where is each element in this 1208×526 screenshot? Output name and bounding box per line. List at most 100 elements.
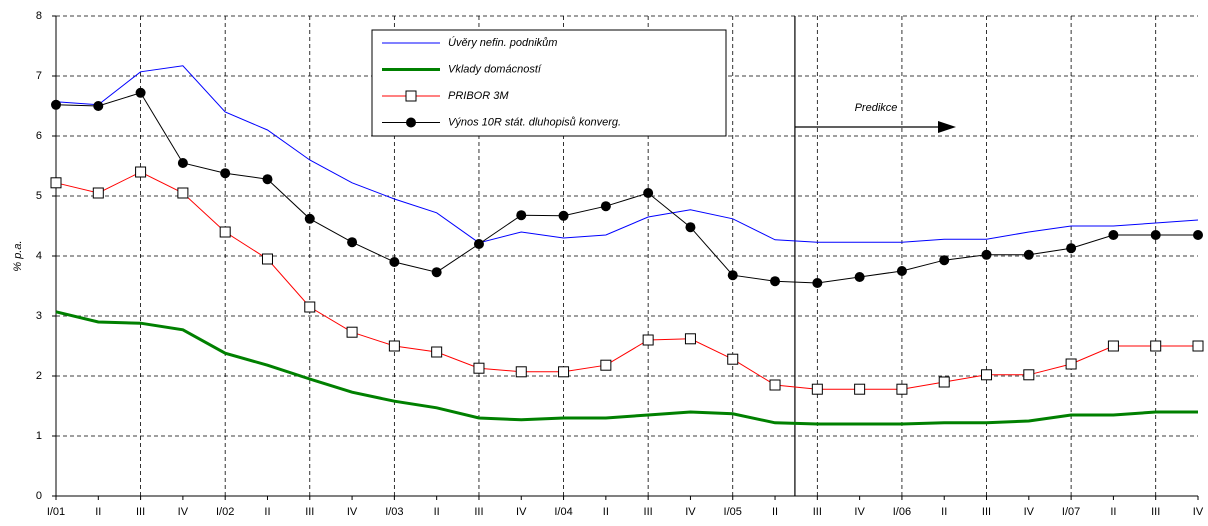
point-marker xyxy=(51,99,61,110)
legend-label: PRIBOR 3M xyxy=(448,90,509,102)
x-tick-label: I/02 xyxy=(216,506,234,518)
point-marker xyxy=(1107,340,1119,352)
x-tick-label: II xyxy=(434,506,440,518)
point-marker xyxy=(347,237,358,248)
x-tick-label: IV xyxy=(347,506,358,518)
x-tick-label: II xyxy=(264,506,270,518)
x-tick-label: IV xyxy=(1024,506,1035,518)
x-tick-label: III xyxy=(1151,506,1160,518)
point-marker xyxy=(219,226,231,238)
point-marker xyxy=(939,255,950,266)
y-tick-label: 2 xyxy=(36,370,42,382)
x-tick-label: II xyxy=(1110,506,1116,518)
y-tick-label: 4 xyxy=(36,250,42,262)
x-tick-label: II xyxy=(95,506,101,518)
y-tick-label: 5 xyxy=(36,190,42,202)
point-marker xyxy=(220,168,231,179)
point-marker xyxy=(1150,340,1162,352)
legend-label: Výnos 10R stát. dluhopisů konverg. xyxy=(448,116,621,128)
point-marker xyxy=(727,353,739,365)
point-marker xyxy=(896,266,907,276)
point-marker xyxy=(558,210,569,221)
point-marker xyxy=(854,383,866,395)
x-tick-label: IV xyxy=(685,506,696,518)
point-marker xyxy=(1065,358,1077,370)
point-marker xyxy=(854,272,865,282)
point-marker xyxy=(727,270,738,281)
y-axis-label: % p.a. xyxy=(12,240,24,271)
point-marker xyxy=(558,366,570,378)
point-marker xyxy=(388,340,400,352)
point-marker xyxy=(262,174,273,185)
point-marker xyxy=(389,257,400,267)
point-marker xyxy=(304,213,315,224)
point-marker xyxy=(600,359,612,371)
x-tick-label: I/03 xyxy=(385,506,403,518)
x-tick-label: II xyxy=(772,506,778,518)
point-marker xyxy=(770,276,781,287)
point-marker xyxy=(1108,230,1119,240)
x-tick-label: III xyxy=(644,506,653,518)
point-marker xyxy=(981,369,993,381)
x-tick-label: I/05 xyxy=(724,506,742,518)
x-tick-label: IV xyxy=(178,506,189,518)
point-marker xyxy=(177,158,188,168)
point-marker xyxy=(811,383,823,395)
annotation: Predikce xyxy=(855,102,898,114)
point-marker xyxy=(685,222,696,233)
point-marker xyxy=(50,177,62,189)
point-marker xyxy=(1193,230,1203,240)
legend-label: Vklady domácností xyxy=(448,63,542,75)
point-marker xyxy=(515,366,527,378)
point-marker xyxy=(473,239,484,249)
series-line xyxy=(55,171,1198,390)
point-marker xyxy=(600,201,611,212)
point-marker xyxy=(1066,243,1077,254)
x-tick-label: III xyxy=(474,506,483,518)
x-tick-label: III xyxy=(982,506,991,518)
x-tick-label: IV xyxy=(854,506,865,518)
x-tick-label: III xyxy=(813,506,822,518)
point-marker xyxy=(981,249,992,260)
x-tick-label: II xyxy=(603,506,609,518)
x-tick-label: I/06 xyxy=(893,506,911,518)
point-marker xyxy=(406,117,416,128)
point-marker xyxy=(177,187,189,199)
point-marker xyxy=(473,362,485,374)
series-line xyxy=(55,310,1198,426)
y-tick-label: 8 xyxy=(36,10,42,22)
point-marker xyxy=(261,253,273,265)
point-marker xyxy=(642,334,654,346)
point-marker xyxy=(769,379,781,391)
annotation-arrowhead xyxy=(938,121,956,133)
point-marker xyxy=(896,383,908,395)
point-marker xyxy=(431,346,443,358)
point-marker xyxy=(304,301,316,313)
x-tick-label: III xyxy=(136,506,145,518)
x-tick-label: IV xyxy=(1193,506,1204,518)
point-marker xyxy=(1192,340,1204,352)
point-marker xyxy=(431,267,442,278)
point-marker xyxy=(812,278,823,288)
series-line xyxy=(55,65,1199,244)
point-marker xyxy=(93,101,104,111)
point-marker xyxy=(135,166,147,178)
y-tick-label: 7 xyxy=(36,70,42,82)
legend-label: Úvěry nefin. podnikům xyxy=(448,36,557,49)
point-marker xyxy=(1023,369,1035,381)
x-tick-label: I/07 xyxy=(1062,506,1080,518)
point-marker xyxy=(135,87,146,98)
point-marker xyxy=(516,210,527,221)
x-tick-label: IV xyxy=(516,506,527,518)
point-marker xyxy=(405,90,417,102)
y-tick-label: 1 xyxy=(36,430,42,442)
point-marker xyxy=(643,188,654,198)
point-marker xyxy=(346,326,358,338)
series-line xyxy=(55,92,1198,284)
x-tick-label: I/01 xyxy=(47,506,65,518)
legend-box xyxy=(371,29,727,137)
y-tick-label: 0 xyxy=(36,490,42,502)
point-marker xyxy=(684,333,696,345)
x-tick-label: II xyxy=(941,506,947,518)
